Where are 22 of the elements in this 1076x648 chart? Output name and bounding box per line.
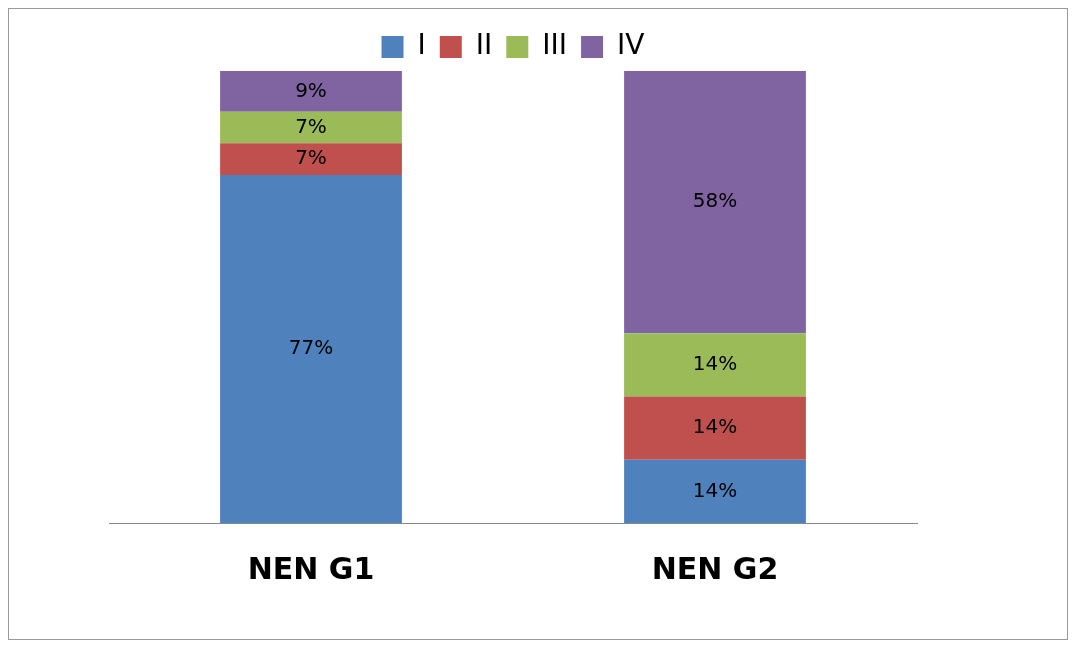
data-label: 14% (692, 414, 738, 439)
bar (624, 333, 806, 397)
data-label: 58% (692, 188, 738, 213)
bar (624, 396, 806, 460)
data-label: 7% (295, 145, 327, 170)
legend-label: IV (617, 28, 645, 62)
data-label: 9% (295, 77, 327, 102)
bar (220, 111, 402, 144)
data-label: 77% (288, 335, 334, 360)
data-label: 14% (692, 351, 738, 375)
bar (624, 71, 806, 334)
legend-label: III (542, 28, 568, 62)
bar (220, 71, 402, 112)
x-tick-label: NEN G1 (247, 550, 375, 586)
bar (624, 459, 806, 523)
legend-label: I (417, 28, 426, 62)
bar (220, 174, 402, 523)
bar (220, 143, 402, 175)
legend-label: II (475, 28, 493, 62)
data-label: 14% (692, 477, 738, 502)
x-tick-label: NEN G2 (651, 550, 779, 586)
data-label: 7% (295, 113, 327, 138)
